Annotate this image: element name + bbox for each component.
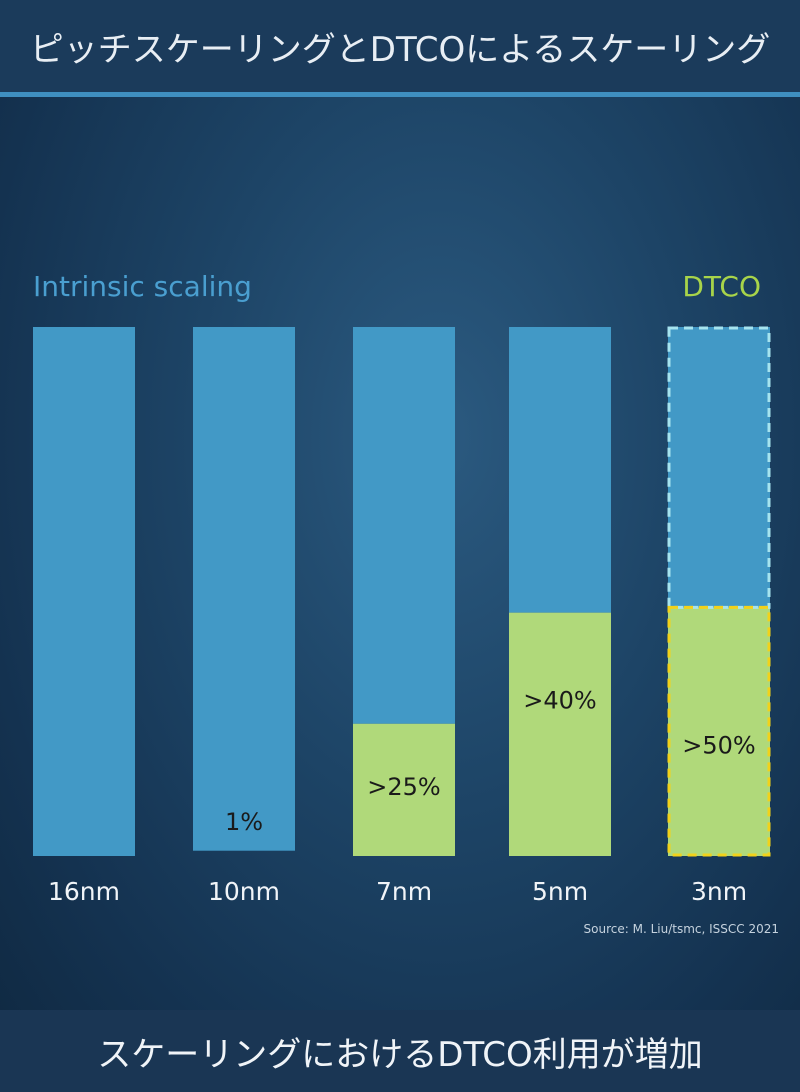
category-label: 16nm xyxy=(48,877,120,906)
bar-dtco xyxy=(668,607,770,856)
data-label: >25% xyxy=(367,773,440,801)
title-divider xyxy=(0,92,800,97)
footer-caption: スケーリングにおけるDTCO利用が増加 xyxy=(97,1034,703,1075)
bar-intrinsic xyxy=(33,327,135,856)
bar-group xyxy=(33,326,771,857)
bar-intrinsic xyxy=(509,327,611,613)
bar-dtco xyxy=(353,723,455,856)
bar-intrinsic xyxy=(353,327,455,724)
title-bar: ピッチスケーリングとDTCOによるスケーリング xyxy=(0,0,800,92)
bar-outline-intrinsic xyxy=(667,326,771,609)
category-label: 10nm xyxy=(208,877,280,906)
page-title: ピッチスケーリングとDTCOによるスケーリング xyxy=(29,29,771,70)
series-label-intrinsic: Intrinsic scaling xyxy=(33,270,252,303)
bar-outline-dtco xyxy=(667,605,771,857)
category-label: 5nm xyxy=(532,877,588,906)
bar-intrinsic xyxy=(668,327,770,608)
footer-bar: スケーリングにおけるDTCO利用が増加 xyxy=(0,1010,800,1092)
data-label: >50% xyxy=(682,731,755,759)
bar-dtco xyxy=(509,612,611,856)
data-label: >40% xyxy=(523,687,596,715)
stacked-bar-chart: 16nm 1% 10nm >25% 7nm >40% 5nm >50% 3nm Intrinsic… xyxy=(33,270,779,936)
category-label: 7nm xyxy=(376,877,432,906)
source-note: Source: M. Liu/tsmc, ISSCC 2021 xyxy=(584,922,779,936)
label-group: 16nm 1% 10nm >25% 7nm >40% 5nm >50% 3nm Intrinsic… xyxy=(33,270,779,936)
series-label-dtco: DTCO xyxy=(682,270,761,303)
bar-intrinsic xyxy=(193,327,295,851)
data-label: 1% xyxy=(225,808,263,836)
category-label: 3nm xyxy=(691,877,747,906)
